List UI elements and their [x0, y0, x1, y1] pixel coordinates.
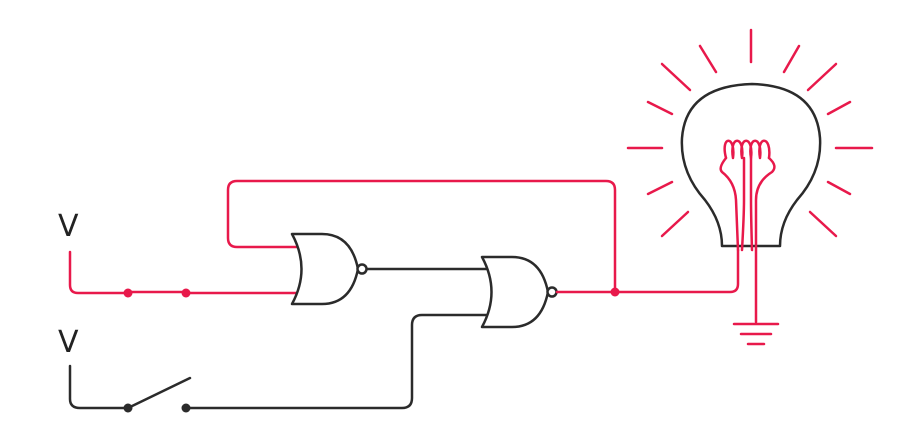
- top-switch-terminal-left: [123, 288, 133, 298]
- bottom-switch-terminal-left: [123, 403, 133, 413]
- nor-gate-2-bubble: [546, 286, 558, 298]
- supply-label-bottom: V: [58, 325, 79, 360]
- bottom-input-circuit: [68, 313, 494, 413]
- top-input-circuit: [68, 250, 305, 298]
- ground-icon: [732, 322, 780, 346]
- nor-gate-2-body: [480, 255, 550, 329]
- bulb-inner-lead-right: [749, 156, 754, 252]
- output-wire: [555, 248, 740, 294]
- bottom-switch-open-lever: [126, 376, 192, 410]
- output-junction-dot: [610, 287, 620, 297]
- nor-gate-1-body: [290, 232, 360, 306]
- feedback-loop-wire: [226, 179, 617, 294]
- nor-gate-1-bubble: [356, 263, 368, 275]
- bottom-switch-to-gate2-wire: [184, 313, 494, 410]
- nor-gate-2: [480, 255, 558, 329]
- bulb-filament-coil: [723, 139, 771, 160]
- bulb-glow-rays: [626, 28, 874, 238]
- bulb-glass-outline: [680, 82, 822, 248]
- bulb-filament-lead-right: [754, 156, 776, 324]
- top-input-wire: [68, 250, 130, 295]
- light-bulb: [626, 28, 874, 346]
- nor-gate-1: [290, 232, 368, 306]
- bulb-filament-lead-left: [719, 156, 740, 252]
- bulb-inner-lead-left: [740, 156, 746, 252]
- supply-label-top: V: [58, 209, 79, 244]
- bottom-input-wire: [68, 364, 130, 410]
